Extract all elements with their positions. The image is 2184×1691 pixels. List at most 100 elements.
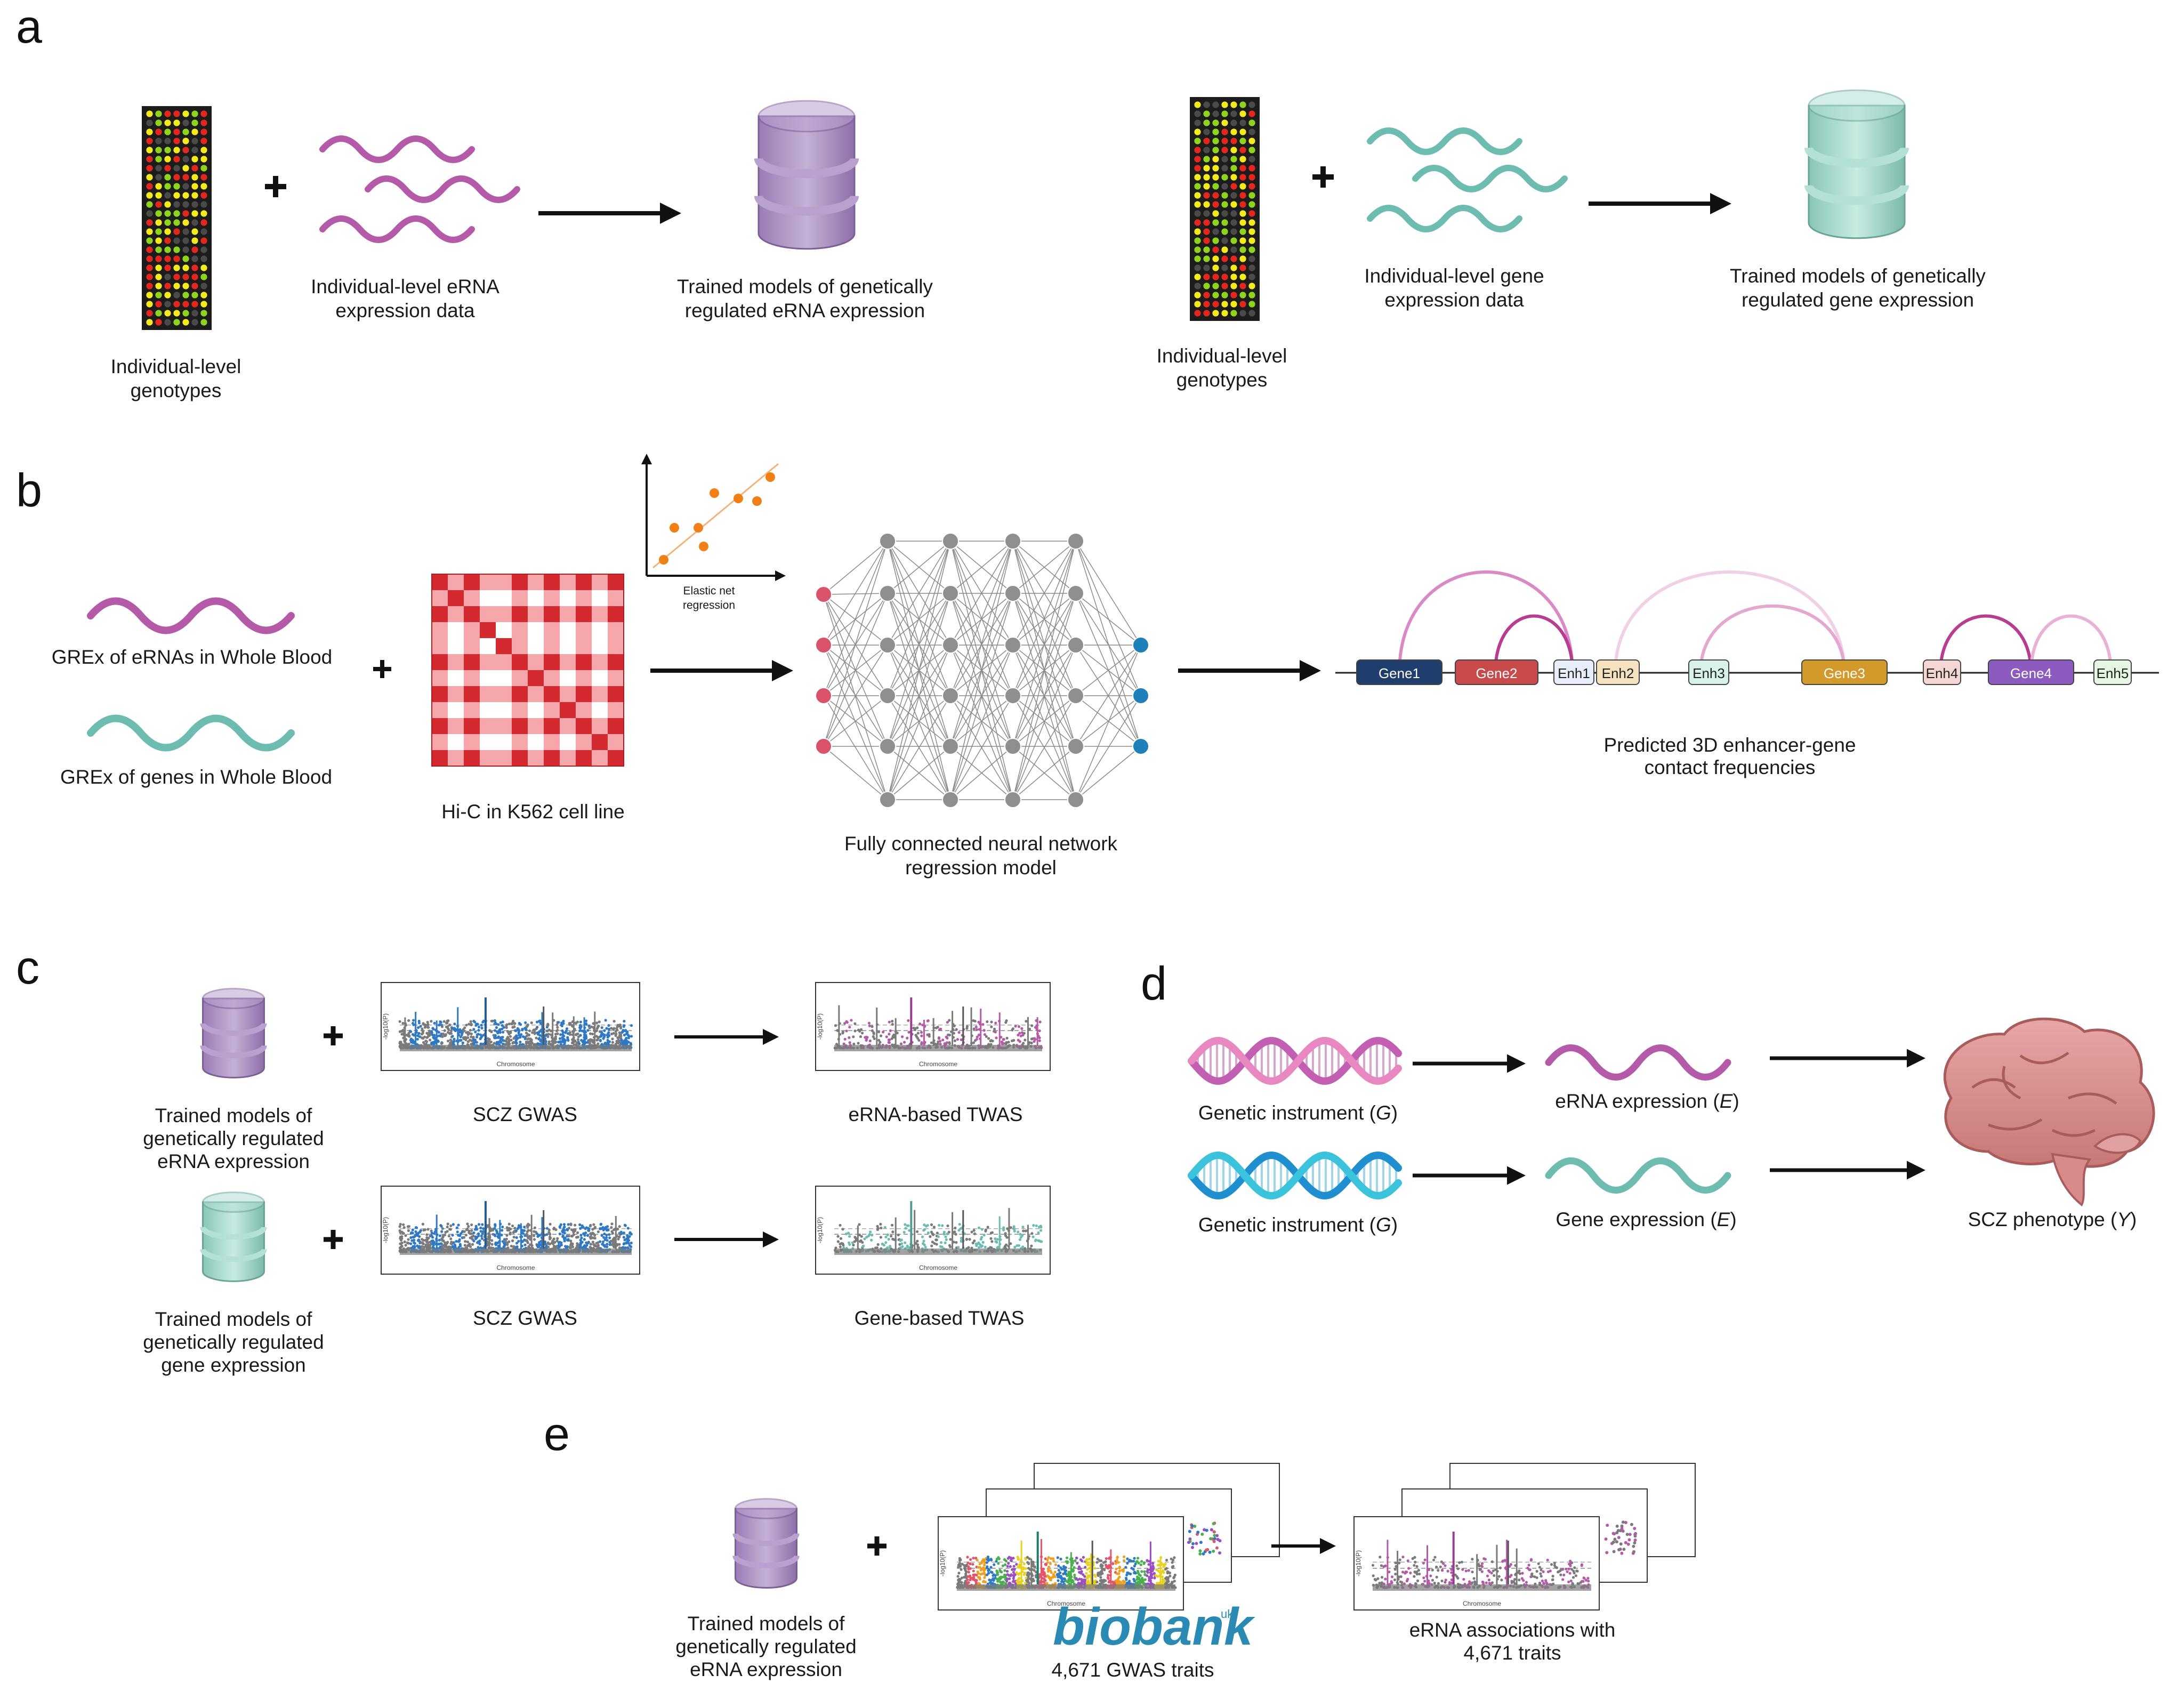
elastic-net-label-1: Elastic net xyxy=(683,585,735,597)
svg-text:Enh5: Enh5 xyxy=(2097,665,2129,681)
panel-label-e: e xyxy=(544,1407,570,1460)
c-gene-models-label-3: gene expression xyxy=(161,1354,306,1376)
plus-icon xyxy=(1312,166,1334,188)
scz-gwas-manhattan-top: Chromosome -log10(P) xyxy=(381,982,640,1071)
front-manhattan: Chromosome-log10(P) xyxy=(938,1516,1184,1611)
erna-wave-icon xyxy=(87,597,295,634)
gene-twas-manhattan: Chromosome -log10(P) xyxy=(815,1186,1051,1275)
phenotype-label: SCZ phenotype (Y) xyxy=(1968,1209,2137,1230)
gene-data-label-2: expression data xyxy=(1384,289,1524,311)
panel-label-d: d xyxy=(1141,957,1167,1010)
panel-label-a: a xyxy=(16,0,42,53)
grex-gene-label: GREx of genes in Whole Blood xyxy=(60,766,332,788)
gene-expression-label: Gene expression (E) xyxy=(1556,1209,1736,1230)
erna-expression-label: eRNA expression (E) xyxy=(1555,1090,1739,1112)
dna-helix-icon-pink xyxy=(1188,1037,1402,1085)
e-models-label-2: genetically regulated xyxy=(675,1636,856,1657)
genotype-matrix-left xyxy=(142,106,212,330)
contacts-label-2: contact frequencies xyxy=(1645,756,1816,778)
svg-text:Chromosome: Chromosome xyxy=(919,1060,957,1068)
svg-text:Gene3: Gene3 xyxy=(1824,665,1865,681)
genotypes-label-left-1: Individual-level xyxy=(111,356,241,377)
hic-heatmap xyxy=(431,574,624,767)
erna-wave-icons xyxy=(319,135,520,243)
plus-icon xyxy=(373,660,391,678)
svg-text:Enh4: Enh4 xyxy=(1926,665,1959,681)
assoc-label-1: eRNA associations with xyxy=(1409,1619,1616,1641)
gene-wave-icons xyxy=(1367,127,1568,232)
svg-text:Enh3: Enh3 xyxy=(1693,665,1725,681)
erna-twas-manhattan: Chromosome -log10(P) xyxy=(815,982,1051,1071)
neural-network-diagram xyxy=(815,533,1149,808)
c-gene-models-label-1: Trained models of xyxy=(155,1308,312,1330)
svg-text:Gene2: Gene2 xyxy=(1476,665,1517,681)
erna-models-label-1: Trained models of genetically xyxy=(677,276,933,297)
plus-icon xyxy=(265,176,286,197)
database-icon-purple-c1 xyxy=(200,988,267,1078)
svg-text:Chromosome: Chromosome xyxy=(496,1060,535,1068)
enhancer-gene-contact-track: Gene1 Gene2 Enh1 Enh2 Enh3 Gene3 Enh4 Gene4 Enh5 xyxy=(1335,570,2159,685)
gwas-bottom-label: SCZ GWAS xyxy=(473,1307,577,1329)
gene-wave-icon xyxy=(1545,1157,1731,1194)
c-erna-models-label-2: genetically regulated xyxy=(143,1128,324,1149)
genotypes-label-right-2: genotypes xyxy=(1176,369,1268,391)
erna-models-label-2: regulated eRNA expression xyxy=(685,300,925,321)
database-icon-purple-e xyxy=(732,1498,800,1589)
gene-data-label-1: Individual-level gene xyxy=(1364,265,1544,287)
nn-label-2: regression model xyxy=(905,857,1057,879)
c-erna-models-label-3: eRNA expression xyxy=(157,1150,310,1172)
elastic-net-label-2: regression xyxy=(683,599,735,611)
plus-icon xyxy=(324,1026,343,1045)
erna-association-stack: Chromosome-log10(P) xyxy=(1353,1463,1696,1611)
gene-models-label-1: Trained models of genetically xyxy=(1730,265,1986,287)
svg-text:Enh2: Enh2 xyxy=(1602,665,1634,681)
genotypes-label-right-1: Individual-level xyxy=(1157,345,1287,367)
svg-text:Chromosome: Chromosome xyxy=(496,1264,535,1271)
svg-text:-log10(P): -log10(P) xyxy=(382,1013,389,1040)
svg-text:Chromosome: Chromosome xyxy=(919,1264,957,1271)
ukbb-gwas-stack: Chromosome-log10(P) xyxy=(938,1463,1280,1611)
svg-text:Gene1: Gene1 xyxy=(1379,665,1420,681)
gwas-traits-label: 4,671 GWAS traits xyxy=(1051,1659,1214,1681)
gwas-top-label: SCZ GWAS xyxy=(473,1104,577,1125)
brain-icon xyxy=(1943,1017,2155,1207)
biobank-logo: biobank xyxy=(1053,1597,1255,1656)
database-icon-purple-a xyxy=(754,100,859,250)
assoc-label-2: 4,671 traits xyxy=(1463,1642,1561,1664)
grex-erna-label: GREx of eRNAs in Whole Blood xyxy=(52,646,332,668)
contacts-label-1: Predicted 3D enhancer-gene xyxy=(1603,734,1856,756)
dna-helix-icon-blue xyxy=(1188,1152,1402,1199)
gene-models-label-2: regulated gene expression xyxy=(1742,289,1974,311)
nn-label-1: Fully connected neural network xyxy=(844,833,1118,855)
panel-label-b: b xyxy=(16,464,42,517)
svg-text:-log10(P): -log10(P) xyxy=(816,1013,824,1040)
svg-text:Gene4: Gene4 xyxy=(2010,665,2052,681)
svg-text:-log10(P): -log10(P) xyxy=(816,1217,824,1243)
database-icon-teal-c2 xyxy=(200,1191,267,1282)
e-models-label-1: Trained models of xyxy=(688,1613,845,1634)
hic-label: Hi-C in K562 cell line xyxy=(441,801,624,823)
c-gene-models-label-2: genetically regulated xyxy=(143,1331,324,1353)
erna-twas-label: eRNA-based TWAS xyxy=(849,1104,1023,1125)
c-erna-models-label-1: Trained models of xyxy=(155,1105,312,1126)
erna-data-label-2: expression data xyxy=(335,300,475,321)
e-models-label-3: eRNA expression xyxy=(690,1658,842,1680)
gene-wave-icon xyxy=(87,714,295,752)
plus-icon xyxy=(867,1536,887,1556)
genotypes-label-left-2: genotypes xyxy=(131,380,222,401)
erna-data-label-1: Individual-level eRNA xyxy=(311,276,499,297)
database-icon-teal-a xyxy=(1804,89,1909,239)
svg-text:-log10(P): -log10(P) xyxy=(382,1217,389,1243)
elastic-net-plot xyxy=(641,454,786,581)
panel-label-c: c xyxy=(16,941,39,994)
instrument-top-label: Genetic instrument (G) xyxy=(1198,1102,1398,1124)
gene-twas-label: Gene-based TWAS xyxy=(855,1307,1025,1329)
svg-text:Enh1: Enh1 xyxy=(1558,665,1590,681)
front-manhattan: Chromosome-log10(P) xyxy=(1353,1516,1600,1611)
genotype-matrix-right xyxy=(1190,97,1260,321)
instrument-bottom-label: Genetic instrument (G) xyxy=(1198,1214,1398,1236)
plus-icon xyxy=(324,1230,343,1249)
erna-wave-icon xyxy=(1545,1044,1731,1081)
scz-gwas-manhattan-bottom: Chromosome -log10(P) xyxy=(381,1186,640,1275)
